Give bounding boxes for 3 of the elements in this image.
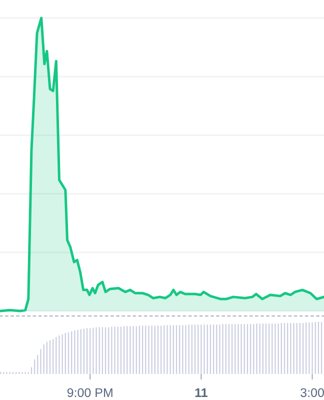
x-tick-label: 9:00 PM [67,388,112,398]
x-tick-label: 11 [195,388,208,397]
x-tick-label: 3:00 [300,388,324,398]
